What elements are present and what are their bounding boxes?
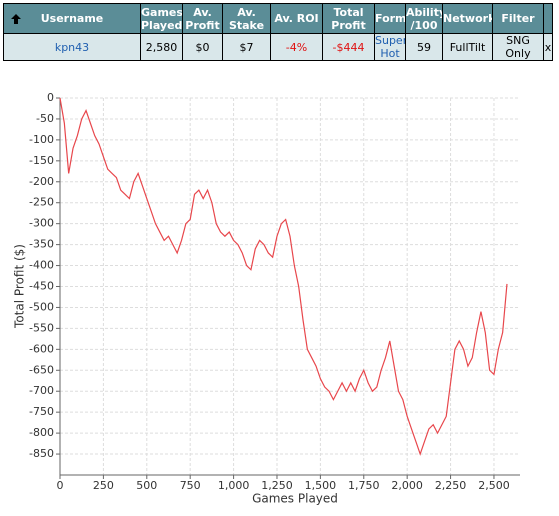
y-tick-label: -400 <box>29 259 54 272</box>
remove[interactable]: x <box>543 33 553 61</box>
header-av-roi[interactable]: Av. ROI <box>270 3 323 34</box>
y-axis-label: Total Profit ($) <box>13 244 27 329</box>
total-profit: -$444 <box>322 33 375 61</box>
sort-arrow <box>11 14 21 24</box>
x-tick-label: 2,250 <box>435 479 467 492</box>
y-tick-label: -750 <box>29 405 54 418</box>
header-network[interactable]: Network <box>442 3 493 34</box>
y-tick-label: -600 <box>29 342 54 355</box>
y-tick-label: -350 <box>29 238 54 251</box>
y-tick-label: -100 <box>29 133 54 146</box>
header-username[interactable]: Username <box>3 3 141 34</box>
x-tick-label: 0 <box>57 479 64 492</box>
x-tick-label: 2,000 <box>391 479 423 492</box>
x-tick-label: 2,500 <box>478 479 510 492</box>
network: FullTilt <box>442 33 493 61</box>
y-tick-label: -800 <box>29 426 54 439</box>
y-tick-label: -550 <box>29 321 54 334</box>
y-tick-label: -700 <box>29 384 54 397</box>
av-stake: $7 <box>222 33 271 61</box>
x-tick-label: 1,000 <box>218 479 250 492</box>
header-av-stake[interactable]: Av. Stake <box>222 3 271 34</box>
x-tick-label: 1,500 <box>305 479 337 492</box>
y-tick-label: -50 <box>36 112 54 125</box>
y-tick-label: -650 <box>29 363 54 376</box>
header-text: Username <box>40 12 104 25</box>
x-tick-label: 1,750 <box>348 479 380 492</box>
profit-line <box>59 97 508 456</box>
ability: 59 <box>405 33 443 61</box>
games: 2,580 <box>140 33 183 61</box>
y-tick-label: 0 <box>47 91 54 104</box>
x-axis-label: Games Played <box>252 492 338 506</box>
x-tick-label: 1,250 <box>261 479 293 492</box>
header-row: Username Games Played Av. Profit Av. Sta… <box>3 3 553 34</box>
y-tick-label: -250 <box>29 196 54 209</box>
y-tick-label: -300 <box>29 217 54 230</box>
header-form[interactable]: Form <box>374 3 406 34</box>
header-filter[interactable]: Filter <box>492 3 544 34</box>
y-tick-label: -450 <box>29 280 54 293</box>
y-tick-label: -500 <box>29 300 54 313</box>
y-tick-label: -850 <box>29 447 54 460</box>
y-tick-label: -150 <box>29 154 54 167</box>
x-tick-label: 500 <box>136 479 157 492</box>
x-tick-label: 750 <box>180 479 201 492</box>
header-total-profit[interactable]: Total Profit <box>322 3 375 34</box>
form: Super Hot <box>374 33 406 61</box>
x-tick-label: 250 <box>93 479 114 492</box>
stats-table: Username Games Played Av. Profit Av. Sta… <box>3 3 553 61</box>
username[interactable]: kpn43 <box>3 33 141 61</box>
y-tick-label: -200 <box>29 175 54 188</box>
data-row: kpn43 2,580 $0 $7 -4% -$444 Super Hot 59… <box>3 33 553 61</box>
av-profit: $0 <box>182 33 223 61</box>
